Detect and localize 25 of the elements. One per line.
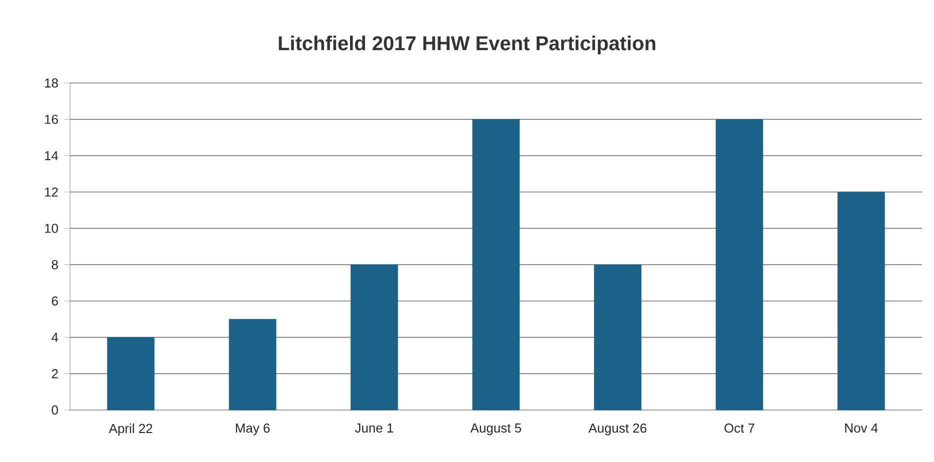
y-tick-label: 4	[52, 332, 58, 342]
x-tick-label: August 5	[470, 424, 522, 436]
y-tick-label: 10	[45, 224, 58, 233]
y-tick-label: 18	[45, 78, 58, 88]
y-tick-label: 8	[52, 260, 58, 270]
y-tick-label: 6	[52, 296, 58, 306]
x-tick-label: May 6	[236, 424, 270, 436]
chart-title: Litchfield 2017 HHW Event Participation	[278, 36, 656, 54]
y-tick-label: 14	[45, 151, 58, 160]
x-tick-label: Oct 7	[724, 424, 754, 433]
y-tick-label: 12	[45, 187, 58, 197]
bar	[107, 337, 155, 410]
x-tick-label: April 22	[108, 424, 152, 436]
y-tick-label: 16	[45, 114, 58, 124]
bar	[837, 192, 885, 410]
x-tick-label: June 1	[354, 424, 394, 433]
y-tick-label: 0	[52, 405, 58, 415]
bar	[716, 119, 764, 410]
x-tick-label: August 26	[588, 424, 646, 436]
y-tick-label: 2	[52, 369, 58, 378]
bar	[594, 264, 642, 410]
x-tick-label: Nov 4	[845, 424, 878, 433]
bar	[228, 318, 276, 410]
bar	[472, 119, 520, 410]
bar	[350, 264, 398, 410]
